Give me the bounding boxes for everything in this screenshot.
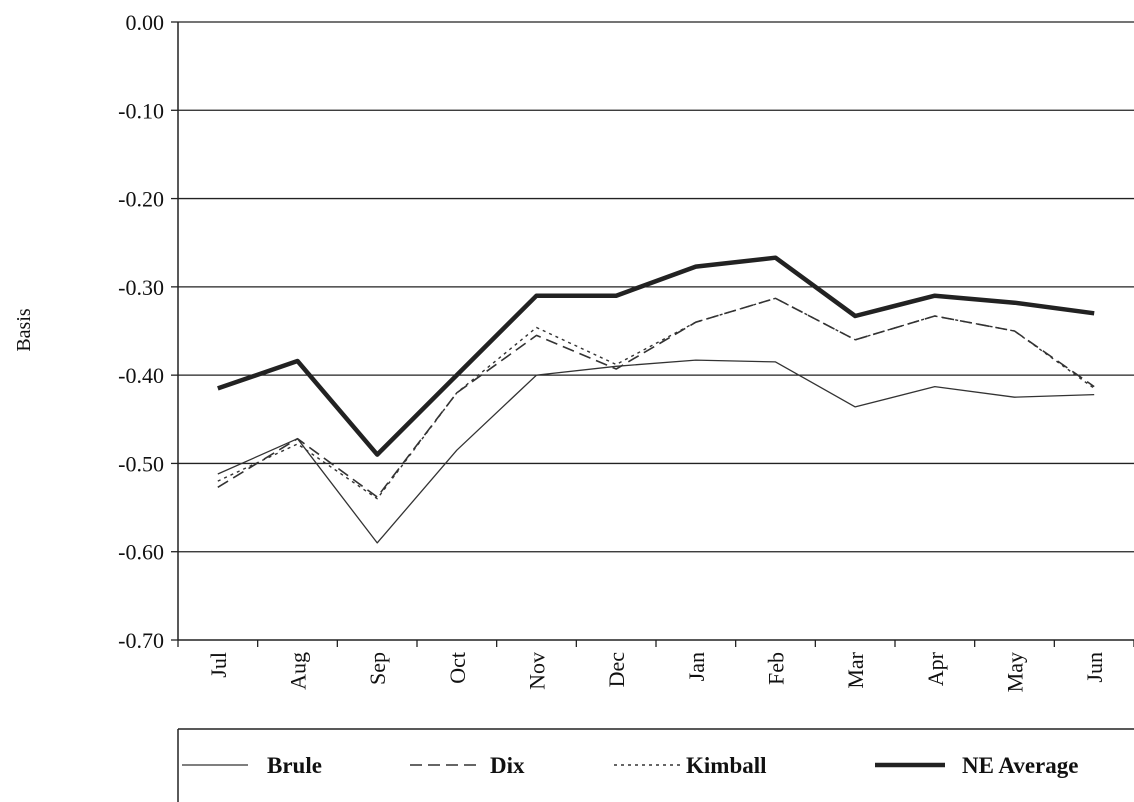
legend-label-dix: Dix <box>490 753 525 778</box>
legend: Brule Dix Kimball NE Average <box>177 728 1134 802</box>
x-tick-label: Jan <box>684 652 709 681</box>
y-tick-label: -0.70 <box>118 628 164 653</box>
x-tick-label: May <box>1003 652 1028 692</box>
series-line-ne-average <box>217 255 1095 457</box>
y-tick-label: -0.60 <box>118 540 164 565</box>
y-tick-label: -0.10 <box>118 98 164 123</box>
legend-label-brule: Brule <box>267 753 322 778</box>
series-line-kimball <box>217 297 1095 500</box>
x-tick-label: Jun <box>1082 652 1107 683</box>
y-tick-label: -0.50 <box>118 451 164 476</box>
legend-label-ne-average: NE Average <box>962 753 1078 778</box>
gridlines <box>178 21 1134 553</box>
x-tick-label: Feb <box>764 652 789 685</box>
x-tick-label: Dec <box>604 652 629 688</box>
series-line-dix <box>217 297 1095 498</box>
x-tick-label: Oct <box>445 652 470 684</box>
x-tick-label: Mar <box>843 651 868 688</box>
axes <box>171 21 1134 647</box>
series-lines <box>217 255 1095 544</box>
y-tick-label: 0.00 <box>126 10 165 35</box>
y-tick-label: -0.40 <box>118 363 164 388</box>
y-axis-title: Basis <box>13 308 35 352</box>
y-tick-label: -0.30 <box>118 275 164 300</box>
legend-label-kimball: Kimball <box>686 753 767 778</box>
x-tick-label: Apr <box>923 651 948 686</box>
x-tick-label: Sep <box>365 652 390 685</box>
x-axis-tick-labels: Jul Aug Sep Oct Nov Dec Jan Feb Mar Apr May Jun <box>206 651 1107 692</box>
x-tick-label: Aug <box>286 652 311 690</box>
x-tick-label: Nov <box>525 652 550 690</box>
series-line-brule <box>217 359 1095 544</box>
y-tick-label: -0.20 <box>118 187 164 212</box>
y-axis-tick-labels: 0.00 -0.10 -0.20 -0.30 -0.40 -0.50 -0.60 -0.70 <box>118 10 164 653</box>
x-tick-label: Jul <box>206 652 231 678</box>
